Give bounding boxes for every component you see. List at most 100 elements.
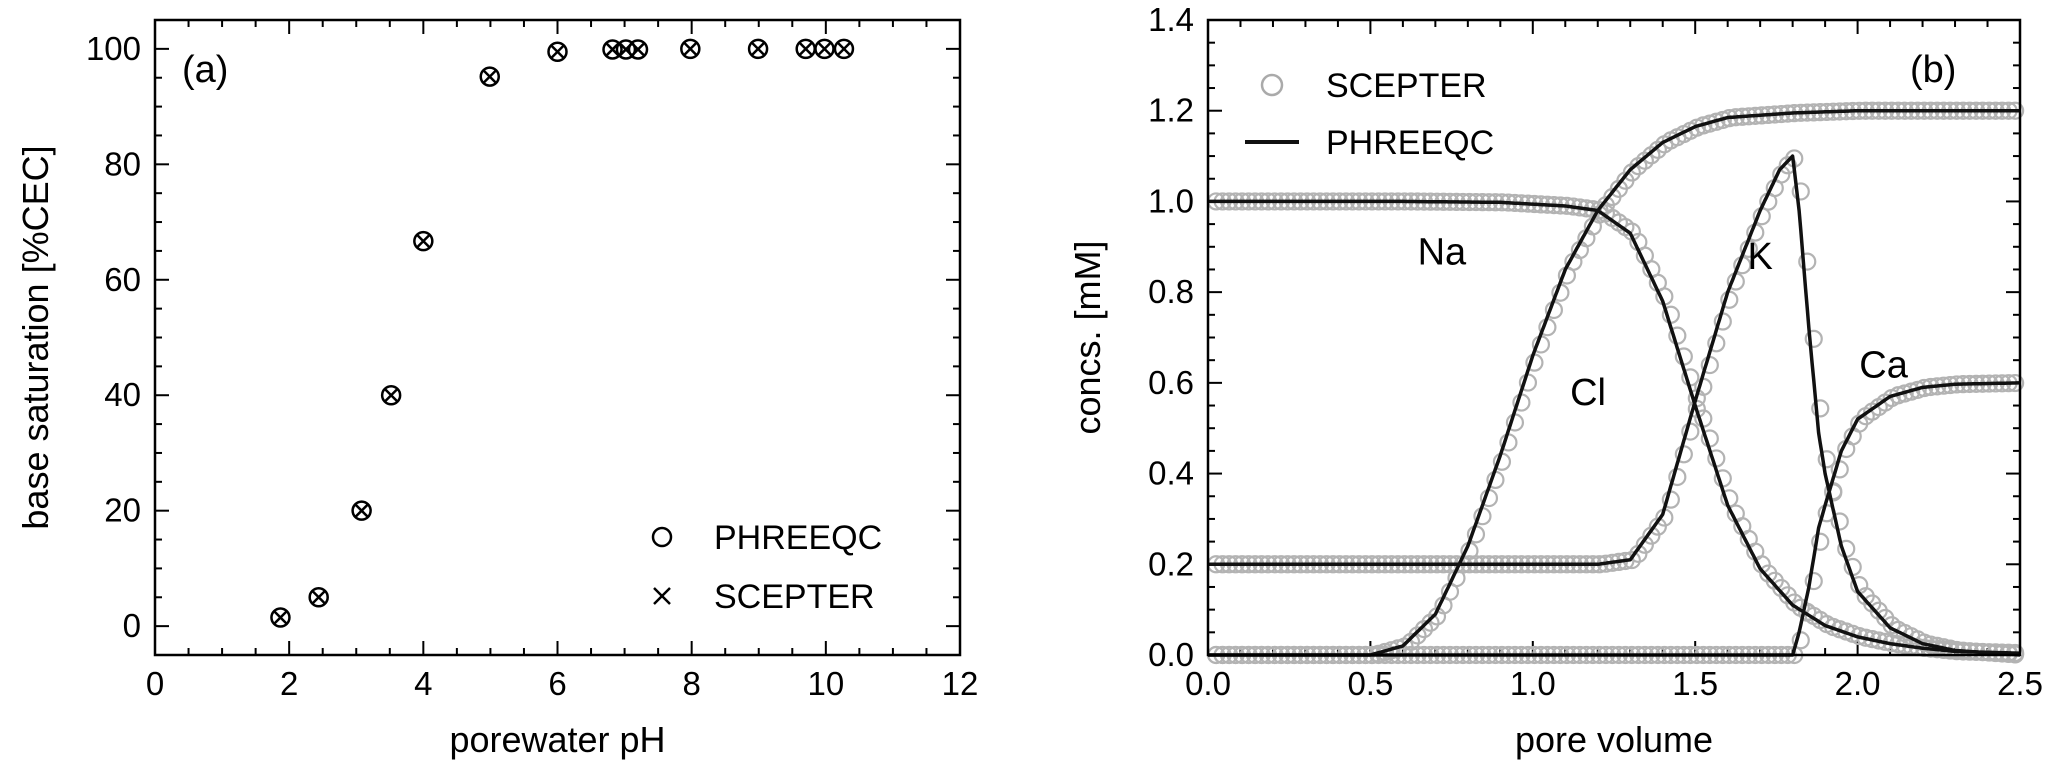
x-tick-label: 2.0 — [1835, 665, 1881, 702]
panel-a-y-axis-label: base saturation [%CEC] — [15, 145, 56, 529]
data-point-scepter — [618, 42, 634, 57]
y-tick-label: 0.4 — [1148, 455, 1194, 492]
y-tick-label: 60 — [104, 261, 141, 298]
data-point-phreeqc — [615, 39, 637, 60]
data-point-scepter — [750, 41, 766, 57]
x-tick-label: 10 — [807, 665, 844, 702]
panel-a-ticks — [154, 20, 961, 655]
data-point-phreeqc — [833, 38, 855, 60]
species-label-k: K — [1747, 236, 1772, 278]
x-tick-label: 8 — [682, 665, 700, 702]
scepter-point-ca — [1811, 532, 1830, 551]
species-label-cl: Cl — [1570, 372, 1606, 414]
data-point-phreeqc — [380, 384, 402, 406]
scepter-point-k — [1791, 182, 1810, 201]
data-point-phreeqc — [627, 39, 649, 60]
panel-a-legend-entry-scepter: SCEPTER — [714, 578, 875, 616]
data-point-scepter — [682, 41, 698, 57]
x-tick-label: 4 — [414, 665, 432, 702]
panel-b-x-axis-label: pore volume — [1515, 719, 1713, 760]
scepter-point-k — [1830, 512, 1849, 531]
data-point-scepter — [630, 42, 646, 57]
panel-a-legend: PHREEQC SCEPTER — [651, 519, 882, 616]
panel-b-species-labels: Na Cl K Ca — [1418, 231, 1909, 414]
data-point-phreeqc — [413, 230, 434, 252]
x-tick-label: 0 — [146, 665, 164, 702]
panel-a-legend-entry-phreeqc: PHREEQC — [714, 519, 882, 557]
data-point-scepter — [415, 233, 431, 249]
data-point-scepter — [383, 387, 399, 403]
y-tick-label: 1.4 — [1148, 1, 1194, 38]
data-point-phreeqc — [602, 39, 623, 60]
phreeqc-line-na — [1207, 199, 2021, 655]
data-point-scepter — [817, 41, 832, 57]
x-tick-label: 0.0 — [1185, 665, 1231, 702]
y-tick-label: 20 — [104, 492, 141, 529]
y-tick-label: 1.0 — [1148, 182, 1194, 219]
legend-circle-marker-icon — [651, 526, 673, 548]
x-tick-label: 12 — [942, 665, 979, 702]
panel-b-legend-entry-scepter: SCEPTER — [1326, 67, 1487, 105]
x-tick-label: 1.5 — [1672, 665, 1718, 702]
data-point-phreeqc — [479, 66, 500, 87]
panel-b-tick-labels: 0.0 0.5 1.0 1.5 2.0 2.5 0.0 0.2 0.4 0.6 0.8 1.0 1.2 1… — [1148, 1, 2043, 702]
scepter-point-k — [1817, 450, 1836, 469]
panel-a-plot-frame — [153, 18, 962, 657]
panel-a-data-points — [270, 38, 855, 628]
scepter-point-ca — [1804, 571, 1823, 591]
y-tick-label: 1.2 — [1148, 92, 1194, 129]
data-point-scepter — [273, 610, 288, 625]
scepter-point-cl — [1622, 163, 1641, 182]
y-tick-label: 0.6 — [1148, 364, 1194, 401]
data-point-scepter — [836, 41, 852, 57]
data-point-scepter — [550, 44, 565, 60]
data-point-phreeqc — [680, 38, 701, 60]
panel-a-tick-labels: 0 2 4 6 8 10 12 0 20 40 60 80 100 — [86, 30, 978, 702]
data-point-phreeqc — [747, 38, 769, 60]
scepter-point-ca — [1798, 603, 1817, 622]
x-tick-label: 2 — [280, 665, 298, 702]
data-point-scepter — [354, 503, 370, 519]
panel-b-plot-frame — [1206, 18, 2022, 657]
panel-a-x-axis-label: porewater pH — [449, 719, 665, 760]
x-tick-label: 6 — [548, 665, 566, 702]
species-label-ca: Ca — [1859, 345, 1908, 387]
scepter-point-k — [1804, 329, 1823, 348]
panel-b-legend-entry-phreeqc: PHREEQC — [1326, 124, 1494, 162]
y-tick-label: 100 — [86, 30, 141, 67]
y-tick-label: 0 — [123, 607, 141, 644]
panel-a-chart: 0 2 4 6 8 10 12 0 20 40 60 80 100 (a) porewater pH b… — [15, 18, 978, 760]
scepter-point-cl — [1421, 613, 1440, 632]
data-point-scepter — [798, 41, 814, 57]
data-point-phreeqc — [270, 607, 291, 628]
y-tick-label: 0.2 — [1148, 545, 1194, 582]
panel-a-label: (a) — [182, 49, 228, 91]
y-tick-label: 0.8 — [1148, 273, 1194, 310]
data-point-phreeqc — [814, 38, 835, 60]
phreeqc-line-ca — [1207, 381, 2021, 657]
scepter-point-k — [1798, 252, 1817, 271]
species-label-na: Na — [1418, 231, 1467, 273]
panel-b-chart: 0.0 0.5 1.0 1.5 2.0 2.5 0.0 0.2 0.4 0.6 0.8 1.0 1.2 1… — [1067, 1, 2043, 760]
data-point-phreeqc — [308, 587, 329, 608]
x-tick-label: 0.5 — [1347, 665, 1393, 702]
data-point-scepter — [311, 589, 327, 605]
y-tick-label: 0.0 — [1148, 636, 1194, 673]
y-tick-label: 40 — [104, 376, 141, 413]
scepter-point-cl — [1408, 626, 1427, 645]
legend-x-marker-icon — [653, 587, 671, 605]
panel-b-y-axis-label: concs. [mM] — [1067, 240, 1108, 434]
scepter-point-k — [1811, 399, 1830, 418]
phreeqc-line-k — [1207, 154, 2021, 657]
data-point-phreeqc — [351, 500, 372, 521]
scepter-point-cl — [1414, 620, 1434, 639]
y-tick-label: 80 — [104, 145, 141, 182]
data-point-scepter — [605, 42, 620, 57]
x-tick-label: 1.0 — [1510, 665, 1556, 702]
panel-b-label: (b) — [1910, 49, 1956, 91]
legend-open-circle-icon — [1260, 73, 1284, 97]
x-tick-label: 2.5 — [1997, 665, 2043, 702]
data-point-phreeqc — [547, 41, 568, 62]
panel-b-legend: SCEPTER PHREEQC — [1245, 67, 1494, 162]
